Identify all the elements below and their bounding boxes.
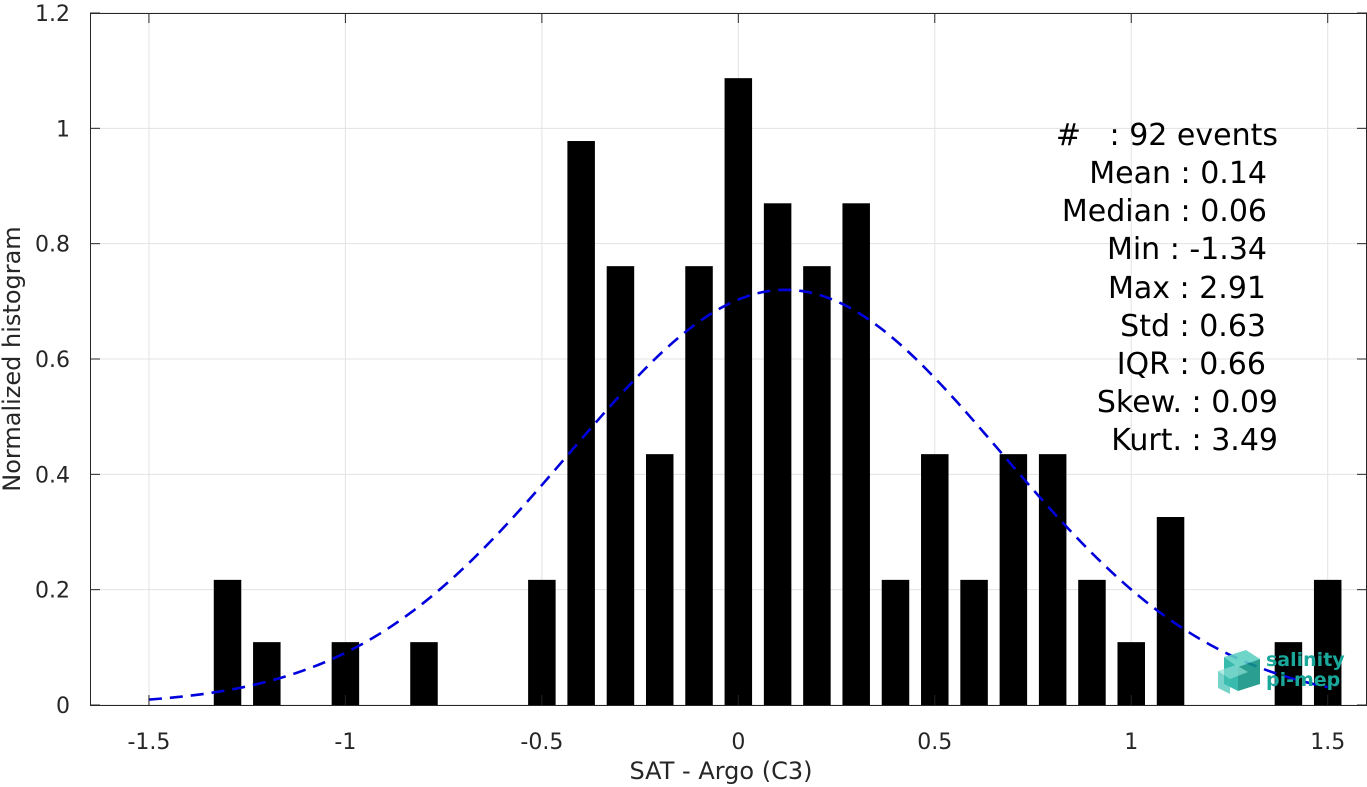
histogram-bar <box>685 266 713 705</box>
stats-box: # : 92 events Mean : 0.14 Median : 0.06 … <box>1056 118 1278 458</box>
histogram-bar <box>921 454 949 705</box>
stat-mean: Mean : 0.14 <box>1089 156 1267 191</box>
histogram-bar <box>842 203 870 706</box>
stat-kurt: Kurt. : 3.49 <box>1111 423 1278 458</box>
histogram-bar <box>1313 579 1342 705</box>
axis-ticks <box>90 12 1367 706</box>
histogram-bar <box>253 642 281 705</box>
x-tick-label: 1 <box>1124 730 1138 755</box>
stat-iqr: IQR : 0.66 <box>1117 347 1266 382</box>
histogram-bar <box>724 78 753 705</box>
x-tick-label: -0.5 <box>520 730 563 755</box>
histogram-bars <box>213 78 1342 706</box>
histogram-bar <box>999 454 1028 705</box>
histogram-bar <box>331 642 360 705</box>
y-tick-labels: 0 0.2 0.4 0.6 0.8 1 1.2 <box>35 2 70 719</box>
y-tick-label: 1 <box>56 117 70 142</box>
stat-events: # : 92 events <box>1056 118 1278 153</box>
x-tick-labels: -1.5 -1 -0.5 0 0.5 1 1.5 <box>127 730 1345 755</box>
y-axis-title: Normalized histogram <box>0 226 26 491</box>
histogram-bar <box>1038 454 1067 705</box>
y-tick-label: 0.6 <box>35 348 70 373</box>
stat-skew: Skew. : 0.09 <box>1097 385 1278 420</box>
histogram-bar <box>1117 642 1145 705</box>
y-tick-label: 0 <box>56 694 70 719</box>
stat-median: Median : 0.06 <box>1062 194 1267 229</box>
y-tick-label: 0.8 <box>35 233 70 258</box>
y-tick-label: 0.2 <box>35 579 70 604</box>
salinity-pi-mep-logo: salinity pi-mep <box>1218 649 1345 694</box>
histogram-bar <box>567 141 595 705</box>
x-tick-label: 0 <box>731 730 745 755</box>
histogram-bar <box>1078 579 1106 705</box>
x-axis-title: SAT - Argo (C3) <box>630 757 813 785</box>
x-tick-label: -1.5 <box>127 730 170 755</box>
histogram-bar <box>1274 642 1303 705</box>
histogram-bar <box>213 579 242 705</box>
normal-fit-curve <box>148 288 1328 701</box>
histogram-bar <box>645 454 674 705</box>
logo-text-pi-mep: pi-mep <box>1266 669 1340 691</box>
logo-cube-icon <box>1218 650 1260 694</box>
histogram-bar <box>763 203 792 706</box>
stat-min: Min : -1.34 <box>1107 232 1267 267</box>
y-tick-label: 0.4 <box>35 463 70 488</box>
y-tick-label: 1.2 <box>35 2 70 27</box>
logo-text-salinity: salinity <box>1266 649 1345 671</box>
x-tick-label: 0.5 <box>917 730 952 755</box>
histogram-bar <box>960 579 988 705</box>
histogram-bar <box>803 266 831 705</box>
x-tick-label: 1.5 <box>1310 730 1345 755</box>
stat-std: Std : 0.63 <box>1120 309 1266 344</box>
histogram-bar <box>528 579 556 705</box>
histogram-bar <box>606 266 635 705</box>
histogram-bar <box>1156 517 1185 705</box>
stat-max: Max : 2.91 <box>1108 271 1266 306</box>
x-tick-label: -1 <box>334 730 356 755</box>
histogram-bar <box>881 579 910 705</box>
histogram-bar <box>410 642 438 705</box>
